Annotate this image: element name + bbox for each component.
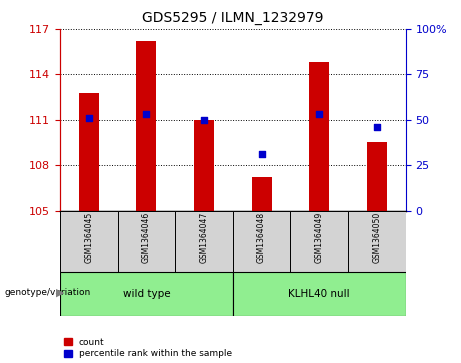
- Bar: [348, 211, 406, 272]
- Text: genotype/variation: genotype/variation: [5, 288, 91, 297]
- Text: GSM1364047: GSM1364047: [200, 212, 208, 263]
- Bar: [290, 211, 348, 272]
- Title: GDS5295 / ILMN_1232979: GDS5295 / ILMN_1232979: [142, 11, 324, 25]
- Text: GSM1364046: GSM1364046: [142, 212, 151, 263]
- Text: ▶: ▶: [56, 287, 65, 297]
- Legend: count, percentile rank within the sample: count, percentile rank within the sample: [65, 338, 232, 359]
- Point: [315, 111, 323, 117]
- Text: GSM1364048: GSM1364048: [257, 212, 266, 263]
- Point: [142, 111, 150, 117]
- Bar: [118, 211, 175, 272]
- Point: [85, 115, 92, 121]
- Text: GSM1364045: GSM1364045: [84, 212, 93, 263]
- Bar: [175, 211, 233, 272]
- Bar: [367, 143, 387, 211]
- Bar: [60, 272, 233, 316]
- Bar: [194, 120, 214, 211]
- Text: wild type: wild type: [123, 289, 170, 299]
- Point: [258, 151, 266, 157]
- Bar: [136, 41, 156, 211]
- Bar: [79, 93, 99, 211]
- Point: [200, 117, 207, 123]
- Text: GSM1364050: GSM1364050: [372, 212, 381, 263]
- Bar: [60, 211, 118, 272]
- Bar: [233, 272, 406, 316]
- Point: [373, 124, 381, 130]
- Bar: [309, 62, 329, 211]
- Text: KLHL40 null: KLHL40 null: [289, 289, 350, 299]
- Bar: [252, 177, 272, 211]
- Text: GSM1364049: GSM1364049: [315, 212, 324, 263]
- Bar: [233, 211, 290, 272]
